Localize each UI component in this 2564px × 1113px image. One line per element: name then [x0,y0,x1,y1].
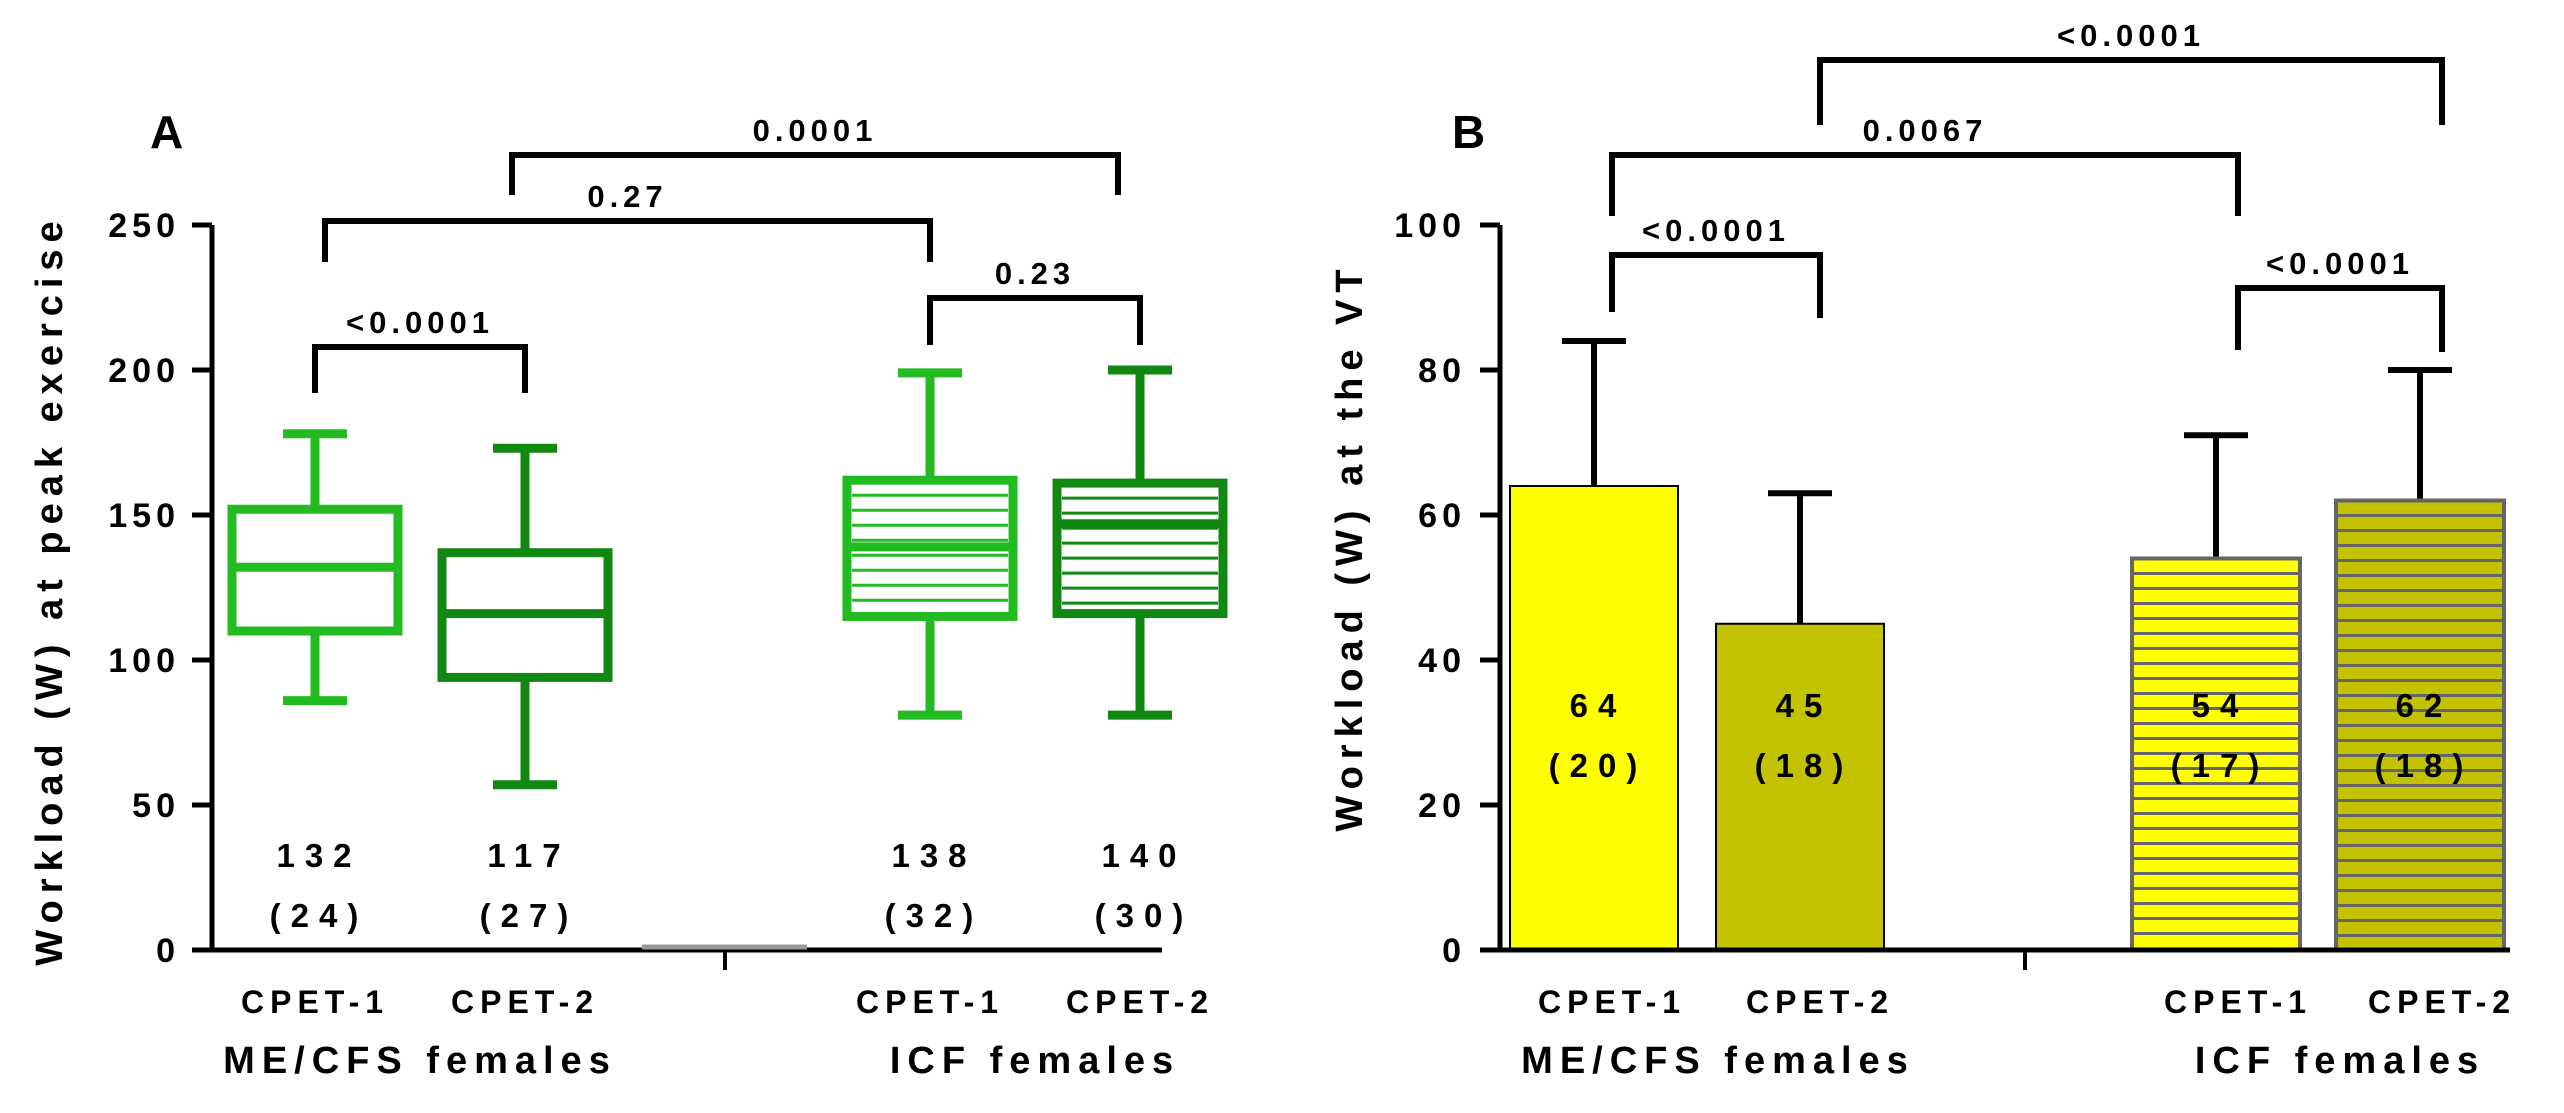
panel-b-y-tick-label: 0 [1442,932,1466,970]
panel-a-group-label: ICF females [890,1040,1180,1082]
panel-a-x-tick-label: CPET-1 [856,984,1004,1020]
box-plot: 138 (32) [842,368,1018,934]
mean-label: 138 [891,837,976,874]
bracket-line [1609,152,2241,216]
panel-a-x-tick-label: CPET-2 [451,984,599,1020]
sd-label: (27) [480,897,579,934]
panel-b-y-axis-label: Workload (W) at the VT [1329,262,1371,831]
significance-bracket: 0.27 [322,179,933,262]
panel-b-x-tick-label: CPET-1 [2164,984,2312,1020]
panel-a-y-axis-label: Workload (W) at peak exercise [29,214,71,965]
significance-bracket: <0.0001 [1817,18,2445,125]
significance-bracket: <0.0001 [312,305,528,393]
panel-b-x-tick-label: CPET-2 [2368,984,2516,1020]
panel-a-plot: 132 (24) 117 (27) 138 (32) 140 (30) <0.0001 0.23 0… [227,113,1228,934]
panel-b-y-tick-label: 20 [1418,787,1466,825]
mean-label: 62 [2396,687,2453,724]
sd-label: (18) [2375,747,2474,784]
sd-label: (24) [270,897,369,934]
box-plot: 140 (30) [1052,365,1228,934]
panel-b-group-label: ICF females [2195,1040,2485,1082]
bracket-line [312,344,528,393]
p-value-label: <0.0001 [1642,213,1790,248]
panel-a-y-tick-label: 0 [156,932,180,970]
p-value-label: 0.27 [587,179,667,214]
bar-group: 64 (20) [1509,338,1679,951]
mean-label: 132 [276,837,361,874]
bracket-line [1817,57,2445,125]
p-value-label: 0.23 [995,256,1075,291]
bar-group: 54 (17) [2130,432,2302,952]
p-value-label: 0.0067 [1863,113,1988,148]
bar-group: 62 (18) [2334,367,2506,952]
bar [1715,622,1885,951]
p-value-label: <0.0001 [346,305,494,340]
panel-b: B Workload (W) at the VT 0 20 40 60 80 100 64… [1329,18,2516,1082]
panel-a-y-tick-label: 100 [108,642,180,680]
panel-a-group-label: ME/CFS females [223,1040,617,1082]
p-value-label: <0.0001 [2266,246,2414,281]
panel-a: A Workload (W) at peak exercise 0 50 100 15… [29,106,1228,1082]
box-plot: 132 (24) [227,429,403,934]
panel-b-x-tick-label: CPET-1 [1538,984,1686,1020]
p-value-label: 0.0001 [753,113,878,148]
mean-label: 45 [1776,687,1833,724]
panel-a-y-tick-label: 150 [108,497,180,535]
significance-bracket: <0.0001 [2235,246,2445,352]
significance-bracket: 0.0067 [1609,113,2241,216]
sd-label: (17) [2171,747,2270,784]
panel-a-y-tick-label: 200 [108,352,180,390]
p-value-label: <0.0001 [2057,18,2205,53]
panel-a-letter: A [150,106,183,158]
significance-bracket: 0.0001 [509,113,1121,195]
panel-b-y-tick-label: 60 [1418,497,1466,535]
panel-b-y-axis: 0 20 40 60 80 100 [1394,207,1503,970]
panel-a-y-axis: 0 50 100 150 200 250 [108,207,215,970]
bracket-line [1609,252,1823,318]
mean-label: 117 [487,837,570,874]
box-iqr [1052,478,1228,619]
panel-b-x-tick-label: CPET-2 [1746,984,1894,1020]
significance-bracket: 0.23 [927,256,1143,345]
panel-b-letter: B [1452,106,1485,158]
sd-label: (32) [885,897,984,934]
panel-a-y-tick-label: 50 [132,787,180,825]
sd-label: (18) [1755,747,1854,784]
panel-b-y-tick-label: 100 [1394,207,1466,245]
panel-b-y-tick-label: 80 [1418,352,1466,390]
bracket-line [2235,285,2445,352]
panel-b-y-tick-label: 40 [1418,642,1466,680]
sd-label: (20) [1549,747,1648,784]
box-plot: 117 (27) [437,443,613,934]
sd-label: (30) [1095,897,1194,934]
bracket-line [322,218,933,262]
panel-a-x-tick-label: CPET-2 [1066,984,1214,1020]
bar [1509,485,1679,951]
panel-b-plot: 64 (20) 45 (18) 54 (17) 62 (18) <0.0001 <0.0001 0.… [1509,18,2506,952]
mean-label: 140 [1101,837,1186,874]
panel-b-group-label: ME/CFS females [1521,1040,1915,1082]
significance-bracket: <0.0001 [1609,213,1823,318]
bar-group: 45 (18) [1715,490,1885,951]
panel-a-x-tick-label: CPET-1 [241,984,389,1020]
mean-label: 54 [2192,687,2249,724]
bracket-line [509,152,1121,195]
bracket-line [927,295,1143,345]
mean-label: 64 [1570,687,1627,724]
panel-a-y-tick-label: 250 [108,207,180,245]
